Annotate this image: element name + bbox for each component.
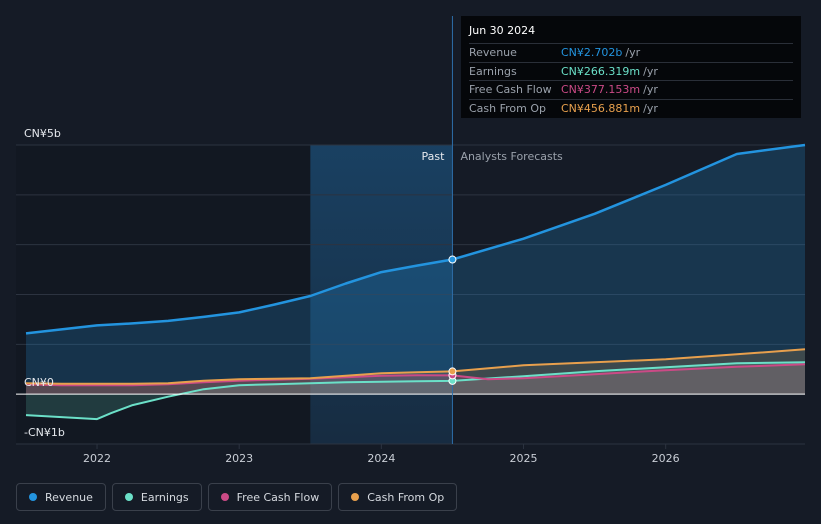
tooltip-row-free-cash-flow: Free Cash Flow CN¥377.153m /yr	[469, 80, 793, 99]
x-tick-label: 2025	[510, 452, 538, 465]
tooltip-value: CN¥377.153m	[561, 83, 641, 97]
legend-label: Revenue	[45, 490, 93, 504]
legend-label: Earnings	[140, 490, 189, 504]
y-tick-label: CN¥0	[24, 376, 54, 389]
legend-item-revenue[interactable]: Revenue	[16, 483, 106, 511]
series-line-free-cash-flow	[25, 363, 806, 387]
series-line-cash-from-op	[25, 348, 806, 385]
legend-dot-icon	[124, 493, 133, 501]
series-line-revenue	[25, 143, 806, 335]
legend-dot-icon	[351, 493, 360, 501]
legend-dot-icon	[29, 493, 37, 501]
series-area-revenue	[25, 145, 805, 395]
x-tick-label: 2026	[652, 452, 680, 465]
tooltip-label: Free Cash Flow	[469, 83, 552, 97]
tooltip-unit: /yr	[625, 46, 641, 60]
highlight-point-revenue	[448, 255, 457, 264]
tooltip-unit: /yr	[643, 64, 658, 78]
x-tick-label: 2022	[83, 452, 111, 465]
legend-item-cash-from-op[interactable]: Cash From Op	[338, 483, 458, 511]
tooltip: Jun 30 2024 Revenue CN¥2.702b /yr Earnin…	[461, 16, 801, 118]
y-tick-label: -CN¥1b	[24, 426, 65, 439]
tooltip-value: CN¥2.702b	[561, 46, 623, 60]
past-label: Past	[422, 150, 446, 163]
tooltip-value: CN¥266.319m	[561, 64, 641, 78]
series-area-cash-from-op	[25, 349, 805, 395]
tooltip-row-earnings: Earnings CN¥266.319m /yr	[469, 61, 793, 81]
tooltip-date: Jun 30 2024	[469, 24, 536, 37]
tooltip-label: Cash From Op	[469, 101, 547, 115]
tooltip-value: CN¥456.881m	[561, 101, 641, 115]
legend-item-earnings[interactable]: Earnings	[111, 483, 202, 511]
forecast-label: Analysts Forecasts	[460, 150, 563, 163]
legend: Revenue Earnings Free Cash Flow Cash Fro…	[16, 483, 458, 511]
y-tick-label: CN¥5b	[24, 127, 61, 140]
tooltip-label: Earnings	[469, 64, 517, 78]
legend-label: Free Cash Flow	[236, 490, 320, 504]
legend-item-free-cash-flow[interactable]: Free Cash Flow	[207, 483, 333, 511]
highlight-point-cash-from-op	[448, 367, 457, 376]
legend-label: Cash From Op	[367, 490, 445, 504]
x-tick-label: 2024	[367, 452, 395, 465]
legend-dot-icon	[220, 493, 229, 501]
series-area-earnings	[25, 362, 805, 420]
tooltip-unit: /yr	[643, 83, 658, 97]
x-tick-label: 2023	[225, 452, 253, 465]
tooltip-row-cash-from-op: Cash From Op CN¥456.881m /yr	[469, 98, 793, 118]
tooltip-row-revenue: Revenue CN¥2.702b /yr	[469, 43, 793, 62]
series-line-earnings	[25, 361, 806, 421]
tooltip-label: Revenue	[469, 46, 517, 60]
tooltip-unit: /yr	[643, 101, 658, 115]
